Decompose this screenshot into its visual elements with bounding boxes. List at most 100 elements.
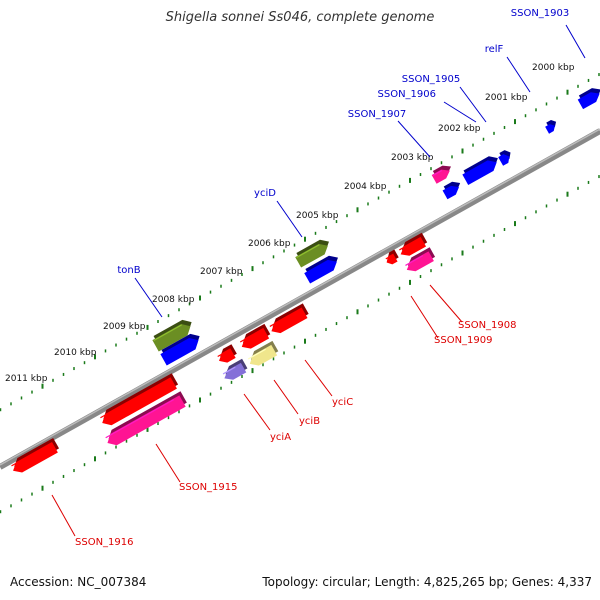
gene-label-yciB: yciB [299,416,320,427]
leader-line-SSON_1907 [397,120,431,158]
gene-label-SSON_1915: SSON_1915 [179,482,238,493]
gene-arrow-SSON_1908 [399,232,428,256]
gene-arrow-highlight [305,260,329,274]
gene-arrow-SSON_1916 [11,437,60,473]
gene-arrow-yciA-b [222,358,248,380]
gene-arrow-body [400,236,427,256]
leader-line-SSON_1909 [410,295,439,339]
gene-arrow-yciA [217,344,237,363]
gene-arrow-body [249,344,278,366]
gene-arrow-highlight [161,338,190,356]
forward-scale-track [0,73,600,412]
gene-arrow-highlight [11,445,47,467]
gene-arrow-SSON_1909 [405,247,436,272]
gene-arrow-body [462,160,497,186]
scale-label: 2008 kbp [152,295,195,305]
gene-arrow-body [241,327,270,349]
reverse-scale-track [0,175,600,514]
leader-line-SSON_1905 [459,86,487,123]
gene-label-SSON_1905: SSON_1905 [402,74,461,85]
gene-arrow-body [406,251,434,272]
gene-arrow-highlight [432,170,443,176]
gene-arrow-SSON_1915 [100,373,179,426]
leader-line-relF [506,56,531,93]
leader-line-SSON_1903 [565,24,586,59]
gene-arrow-yciD-b [304,255,338,284]
gene-label-yciC: yciC [332,397,353,408]
gene-arrow-body [160,337,199,366]
gene-arrow-highlight [443,186,452,192]
gene-arrow-highlight [405,255,424,266]
scale-label: 2006 kbp [248,239,291,249]
gene-arrow-SSON_1906 [442,181,461,200]
gene-arrow-highlight [105,399,175,439]
gene-label-SSON_1906: SSON_1906 [378,89,437,100]
gene-arrow-body [295,243,328,268]
leader-line-yciB [273,379,299,415]
gene-arrow-highlight [296,244,320,258]
gene-arrow-body [304,259,337,284]
scale-label: 2005 kbp [296,211,339,221]
gene-label-relF: relF [485,44,504,55]
leader-line-SSON_1916 [51,494,76,537]
gene-arrow-yciC [269,303,309,334]
gene-arrow-yciB-b [247,340,279,366]
gene-label-SSON_1903: SSON_1903 [511,8,570,19]
gene-arrow-highlight [217,351,226,358]
gene-label-yciD: yciD [254,188,276,199]
gene-arrow-body [107,395,186,446]
leader-line-SSON_1915 [155,443,181,483]
gene-arrow-body [152,323,191,352]
gene-label-tonB: tonB [117,265,140,276]
scale-label: 2004 kbp [344,182,387,192]
gene-arrow-highlight [247,348,266,360]
gene-arrow-highlight [578,92,592,101]
accession-label: Accession: NC_007384 [10,575,147,589]
scale-label: 2002 kbp [438,124,481,134]
gene-arrow-highlight [399,240,416,251]
gene-arrow-highlight [463,160,489,176]
gene-arrow-highlight [153,324,182,342]
gene-arrow-yciB [239,323,271,349]
scale-label: 2009 kbp [103,322,146,332]
leader-line-yciC [304,359,333,397]
gene-label-yciA: yciA [270,432,291,443]
scale-label: 2001 kbp [485,93,528,103]
gene-arrow-yciD [295,239,329,268]
gene-arrow-highlight [499,154,505,158]
gene-arrow-body [271,307,308,334]
scale-label: 2003 kbp [391,153,434,163]
gene-arrow-body [13,442,58,473]
gene-label-SSON_1907: SSON_1907 [348,109,407,120]
gene-arrow-body [102,377,177,426]
scale-label: 2007 kbp [200,267,243,277]
scale-label: 2010 kbp [54,348,97,358]
genome-backbone [0,128,600,470]
leader-line-SSON_1908 [429,284,463,323]
leader-line-SSON_1906 [443,101,477,123]
gene-arrow-highlight [222,366,236,375]
gene-arrow-tonB-b [160,333,200,366]
gene-arrow-body [224,362,247,380]
gene-arrow-SSON_1903 [577,88,600,110]
gene-arrow-SSON_1915b [105,391,187,446]
gene-arrow-highlight [239,331,258,343]
gene-label-SSON_1916: SSON_1916 [75,537,134,548]
gene-arrow-highlight [269,311,297,327]
gene-arrow-highlight [546,124,551,128]
gene-arrow-highlight [385,255,391,260]
gene-label-SSON_1908: SSON_1908 [458,320,517,331]
topology-label: Topology: circular; Length: 4,825,265 bp… [262,575,592,589]
genome-backbone-highlight [0,128,600,466]
gene-arrow-body [219,348,236,363]
gene-arrow-SSON_1907 [431,165,452,184]
gene-arrow-SSON_1905b [498,150,511,166]
leader-line-yciD [276,200,303,238]
scale-label: 2000 kbp [532,63,575,73]
gene-arrow-highlight [100,381,166,419]
scale-label: 2011 kbp [5,374,48,384]
gene-arrow-tonB [152,319,192,352]
diagram-title: Shigella sonnei Ss046, complete genome [165,10,435,25]
gene-arrow-SSON_1908b [385,249,399,265]
